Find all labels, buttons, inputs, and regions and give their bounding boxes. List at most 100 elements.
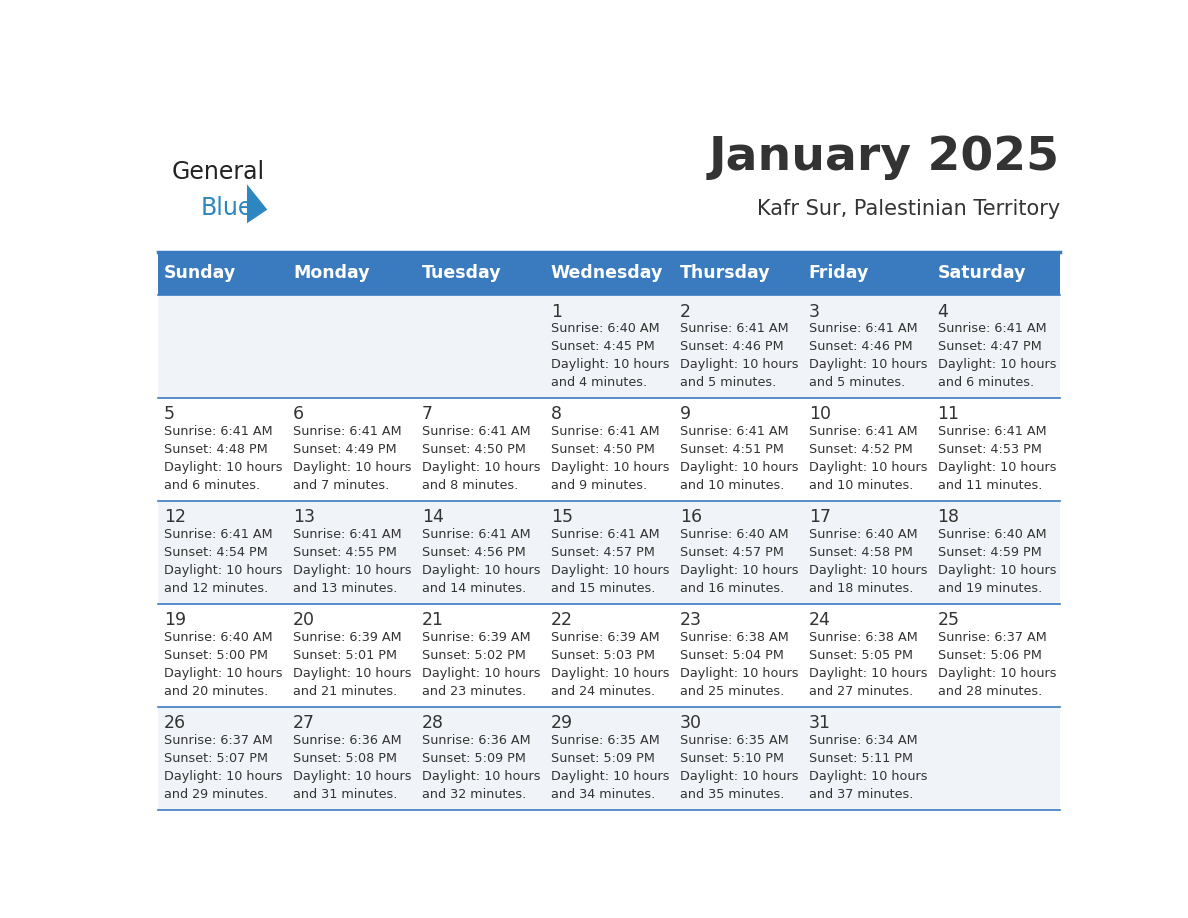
Text: Daylight: 10 hours: Daylight: 10 hours (809, 770, 927, 783)
Text: and 29 minutes.: and 29 minutes. (164, 788, 268, 800)
Bar (544, 296, 674, 398)
Bar (416, 501, 544, 604)
Text: Daylight: 10 hours: Daylight: 10 hours (551, 461, 669, 474)
Bar (158, 296, 286, 398)
Text: Sunset: 5:01 PM: Sunset: 5:01 PM (293, 649, 397, 662)
Text: Sunrise: 6:35 AM: Sunrise: 6:35 AM (680, 733, 789, 746)
Bar (416, 707, 544, 810)
Text: Sunset: 5:08 PM: Sunset: 5:08 PM (293, 752, 397, 765)
Text: Daylight: 10 hours: Daylight: 10 hours (680, 564, 798, 577)
Text: 17: 17 (809, 509, 830, 526)
Text: Sunset: 4:51 PM: Sunset: 4:51 PM (680, 443, 784, 456)
Text: Sunrise: 6:34 AM: Sunrise: 6:34 AM (809, 733, 917, 746)
Text: Sunrise: 6:41 AM: Sunrise: 6:41 AM (680, 425, 789, 438)
Text: 30: 30 (680, 714, 702, 733)
Bar (931, 501, 1060, 604)
Text: Daylight: 10 hours: Daylight: 10 hours (680, 358, 798, 371)
Text: Sunrise: 6:41 AM: Sunrise: 6:41 AM (551, 528, 659, 541)
Text: 14: 14 (422, 509, 444, 526)
Text: and 23 minutes.: and 23 minutes. (422, 685, 526, 698)
Text: Sunrise: 6:38 AM: Sunrise: 6:38 AM (809, 631, 917, 644)
Text: and 20 minutes.: and 20 minutes. (164, 685, 268, 698)
Text: and 18 minutes.: and 18 minutes. (809, 582, 914, 595)
Text: Sunset: 4:45 PM: Sunset: 4:45 PM (551, 341, 655, 353)
Text: and 35 minutes.: and 35 minutes. (680, 788, 784, 800)
Text: Sunrise: 6:41 AM: Sunrise: 6:41 AM (551, 425, 659, 438)
Text: 28: 28 (422, 714, 444, 733)
Bar (286, 252, 416, 296)
Bar (674, 252, 802, 296)
Text: Sunrise: 6:39 AM: Sunrise: 6:39 AM (422, 631, 531, 644)
Text: 3: 3 (809, 303, 820, 320)
Text: and 8 minutes.: and 8 minutes. (422, 479, 518, 492)
Bar (158, 707, 286, 810)
Text: Daylight: 10 hours: Daylight: 10 hours (422, 564, 541, 577)
Bar (931, 296, 1060, 398)
Text: Daylight: 10 hours: Daylight: 10 hours (937, 666, 1056, 680)
Text: 8: 8 (551, 406, 562, 423)
Text: Daylight: 10 hours: Daylight: 10 hours (422, 666, 541, 680)
Text: Daylight: 10 hours: Daylight: 10 hours (293, 564, 411, 577)
Bar (416, 398, 544, 501)
Text: and 27 minutes.: and 27 minutes. (809, 685, 912, 698)
Text: Sunrise: 6:36 AM: Sunrise: 6:36 AM (293, 733, 402, 746)
Text: Wednesday: Wednesday (551, 264, 663, 283)
Text: 4: 4 (937, 303, 948, 320)
Bar (158, 252, 286, 296)
Text: and 37 minutes.: and 37 minutes. (809, 788, 914, 800)
Text: 9: 9 (680, 406, 691, 423)
Text: Sunrise: 6:41 AM: Sunrise: 6:41 AM (422, 528, 531, 541)
Text: Sunset: 5:04 PM: Sunset: 5:04 PM (680, 649, 784, 662)
Bar (802, 296, 931, 398)
Bar (931, 252, 1060, 296)
Text: and 34 minutes.: and 34 minutes. (551, 788, 655, 800)
Text: Sunset: 4:57 PM: Sunset: 4:57 PM (680, 546, 784, 559)
Bar (674, 296, 802, 398)
Text: Sunset: 5:10 PM: Sunset: 5:10 PM (680, 752, 784, 765)
Text: 20: 20 (293, 611, 315, 630)
Text: 13: 13 (293, 509, 315, 526)
Text: Sunrise: 6:37 AM: Sunrise: 6:37 AM (164, 733, 273, 746)
Text: 2: 2 (680, 303, 690, 320)
Text: Sunset: 5:07 PM: Sunset: 5:07 PM (164, 752, 268, 765)
Text: 24: 24 (809, 611, 830, 630)
Text: Daylight: 10 hours: Daylight: 10 hours (164, 666, 283, 680)
Bar (158, 398, 286, 501)
Bar (416, 604, 544, 707)
Text: Kafr Sur, Palestinian Territory: Kafr Sur, Palestinian Territory (757, 198, 1060, 218)
Text: Sunrise: 6:40 AM: Sunrise: 6:40 AM (164, 631, 273, 644)
Bar (286, 501, 416, 604)
Text: and 7 minutes.: and 7 minutes. (293, 479, 390, 492)
Text: Sunset: 4:58 PM: Sunset: 4:58 PM (809, 546, 912, 559)
Text: Saturday: Saturday (937, 264, 1026, 283)
Text: Sunrise: 6:41 AM: Sunrise: 6:41 AM (293, 425, 402, 438)
Text: and 31 minutes.: and 31 minutes. (293, 788, 398, 800)
Text: Sunrise: 6:40 AM: Sunrise: 6:40 AM (680, 528, 789, 541)
Bar (802, 501, 931, 604)
Text: Daylight: 10 hours: Daylight: 10 hours (937, 358, 1056, 371)
Text: Daylight: 10 hours: Daylight: 10 hours (164, 770, 283, 783)
Text: 12: 12 (164, 509, 187, 526)
Bar (931, 398, 1060, 501)
Text: Sunset: 4:46 PM: Sunset: 4:46 PM (809, 341, 912, 353)
Text: 22: 22 (551, 611, 573, 630)
Text: Sunset: 4:56 PM: Sunset: 4:56 PM (422, 546, 526, 559)
Text: Monday: Monday (293, 264, 369, 283)
Bar (544, 707, 674, 810)
Bar (802, 398, 931, 501)
Text: Sunset: 5:06 PM: Sunset: 5:06 PM (937, 649, 1042, 662)
Text: and 15 minutes.: and 15 minutes. (551, 582, 656, 595)
Text: and 4 minutes.: and 4 minutes. (551, 376, 647, 389)
Text: Sunrise: 6:37 AM: Sunrise: 6:37 AM (937, 631, 1047, 644)
Text: Daylight: 10 hours: Daylight: 10 hours (164, 461, 283, 474)
Text: Sunset: 4:54 PM: Sunset: 4:54 PM (164, 546, 268, 559)
Text: and 9 minutes.: and 9 minutes. (551, 479, 647, 492)
Text: and 19 minutes.: and 19 minutes. (937, 582, 1042, 595)
Text: Daylight: 10 hours: Daylight: 10 hours (164, 564, 283, 577)
Text: Daylight: 10 hours: Daylight: 10 hours (551, 358, 669, 371)
Text: Sunrise: 6:40 AM: Sunrise: 6:40 AM (937, 528, 1047, 541)
Bar (931, 604, 1060, 707)
Text: Sunset: 4:49 PM: Sunset: 4:49 PM (293, 443, 397, 456)
Text: and 14 minutes.: and 14 minutes. (422, 582, 526, 595)
Text: Sunrise: 6:41 AM: Sunrise: 6:41 AM (422, 425, 531, 438)
